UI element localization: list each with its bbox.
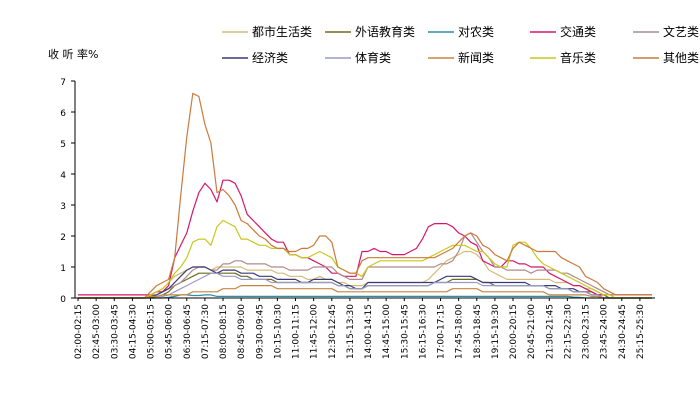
x-tick-label-29: 23:45-24:00 [600, 304, 610, 359]
x-tick-label-22: 18:30-18:45 [473, 304, 483, 359]
legend-label-0: 都市生活类 [252, 24, 312, 39]
x-tick-label-21: 17:45-18:00 [455, 304, 465, 359]
x-tick-label-24: 20:00-20:15 [509, 304, 519, 359]
y-tick-label-3: 3 [60, 202, 66, 212]
x-tick-label-31: 25:15-25:30 [636, 304, 646, 359]
x-tick-label-30: 24:30-24:45 [618, 304, 628, 359]
y-axis-label: 收 听 率% [48, 47, 98, 61]
legend-label-7: 新闻类 [458, 50, 494, 65]
x-tick-label-19: 16:15-16:30 [418, 304, 428, 359]
x-axis: 02:00-02:15 02:45-03:00 03:30-03:45 04:15-0… [74, 297, 655, 359]
series-line-0 [78, 250, 652, 299]
y-tick-label-2: 2 [60, 233, 66, 243]
x-tick-label-4: 05:00-05:15 [147, 304, 157, 359]
series-line-6 [78, 272, 652, 299]
y-tick-label-0: 0 [60, 295, 66, 305]
x-tick-label-14: 12:30-12:45 [328, 304, 338, 359]
x-tick-label-9: 08:45-09:00 [237, 304, 247, 359]
series-line-8 [78, 219, 652, 299]
x-tick-label-17: 14:45-15:00 [382, 304, 392, 359]
plot-area [78, 92, 652, 299]
x-tick-label-6: 06:30-06:45 [183, 304, 193, 359]
series-line-7 [78, 285, 652, 299]
x-tick-label-0: 02:00-02:15 [74, 304, 84, 359]
x-tick-label-11: 10:15-10:30 [273, 304, 283, 359]
series-line-9 [78, 92, 652, 299]
x-tick-label-28: 23:00-23:15 [582, 304, 592, 359]
x-tick-label-8: 08:00-08:15 [219, 304, 229, 359]
series-line-2 [78, 294, 652, 299]
x-tick-label-5: 05:45-06:00 [165, 304, 175, 359]
legend-label-1: 外语教育类 [355, 24, 415, 39]
legend-label-5: 经济类 [252, 50, 288, 65]
legend-label-3: 交通类 [560, 24, 596, 39]
y-tick-label-1: 1 [60, 264, 66, 274]
y-tick-label-6: 6 [60, 109, 66, 119]
x-tick-label-12: 11:00-11:15 [292, 304, 302, 359]
y-tick-label-7: 7 [60, 78, 66, 88]
x-tick-label-2: 03:30-03:45 [110, 304, 120, 359]
x-tick-label-13: 11:45-12:00 [310, 304, 320, 359]
y-tick-label-5: 5 [60, 140, 66, 150]
legend-label-2: 对农类 [458, 25, 494, 39]
x-tick-label-25: 20:45-21:00 [527, 304, 537, 359]
series-line-3 [78, 179, 652, 296]
x-tick-label-10: 09:30-09:45 [255, 304, 265, 359]
legend-label-9: 其他类 [663, 51, 699, 65]
x-tick-label-27: 22:15-22:30 [563, 304, 573, 359]
x-tick-label-20: 17:00-17:15 [437, 304, 447, 359]
legend-label-6: 体育类 [355, 50, 391, 65]
x-tick-label-26: 21:30-21:45 [545, 304, 555, 359]
series-line-5 [78, 266, 652, 299]
x-tick-label-1: 02:45-03:00 [92, 304, 102, 359]
y-tick-label-4: 4 [60, 171, 66, 181]
x-tick-label-16: 14:00-14:15 [364, 304, 374, 359]
y-axis: 0 1 2 3 4 5 6 7 [60, 78, 76, 305]
x-tick-label-15: 13:15-13:30 [346, 304, 356, 359]
x-tick-label-18: 15:30-15:45 [400, 304, 410, 359]
legend-label-8: 音乐类 [560, 50, 596, 65]
legend-label-4: 文艺类 [663, 24, 699, 39]
x-tick-label-7: 07:15-07:30 [201, 304, 211, 359]
x-tick-label-23: 19:15-19:30 [491, 304, 501, 359]
x-tick-label-3: 04:15-04:30 [128, 304, 138, 359]
